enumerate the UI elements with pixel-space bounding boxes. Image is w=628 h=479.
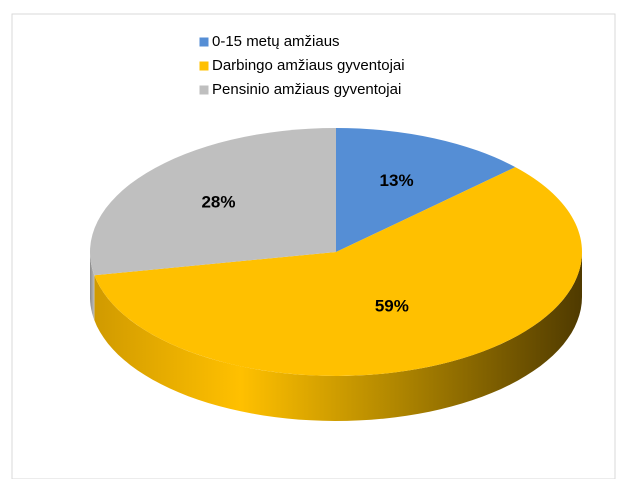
data-label: 28% [201,192,235,211]
legend-swatch [198,36,210,48]
data-label: 59% [375,297,409,316]
slice-side [90,252,95,321]
legend-swatch [198,84,210,96]
legend-label: Darbingo amžiaus gyventojai [212,57,405,74]
legend-swatch [198,60,210,72]
slice [94,167,583,376]
slice [89,128,336,276]
data-label: 13% [380,171,414,190]
legend-label: 0-15 metų amžiaus [212,33,340,50]
slice [336,128,516,252]
legend-label: Pensinio amžiaus gyventojai [212,81,401,98]
frame [11,13,616,479]
slice-side [94,252,583,421]
